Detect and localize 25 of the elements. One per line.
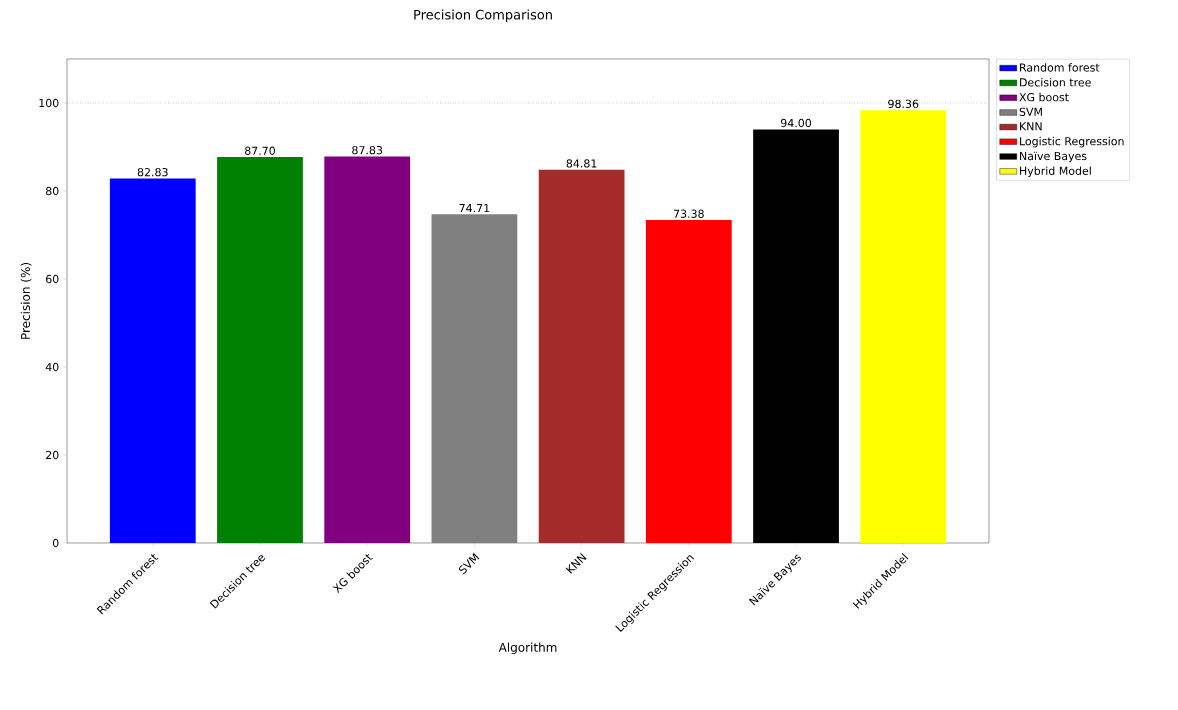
data-label: 74.71 [459, 204, 490, 213]
legend-label: XG boost [1019, 92, 1069, 102]
data-label: 73.38 [673, 209, 704, 218]
legend-label: Random forest [1020, 63, 1100, 72]
y-tick-label: 80 [45, 186, 59, 196]
legend-label: Naïve Bayes [1020, 151, 1087, 163]
y-tick-label: 60 [46, 274, 59, 284]
y-tick-label: 100 [39, 98, 59, 108]
y-tick-label: 20 [46, 450, 59, 460]
legend-label: KNN [1020, 122, 1042, 131]
legend-label: SVM [1019, 107, 1042, 116]
y-axis-title: Precision (%) [20, 262, 32, 339]
data-label: 94.00 [780, 118, 812, 128]
y-tick-label: 40 [45, 362, 59, 372]
legend-label: Decision tree [1020, 78, 1091, 87]
data-label: 84.81 [566, 159, 597, 168]
y-tick-label: 0 [52, 538, 59, 548]
x-axis-title: Algorithm [498, 642, 557, 655]
data-label: 87.83 [352, 146, 383, 155]
data-label: 82.83 [137, 168, 168, 177]
data-label: 87.70 [244, 146, 275, 155]
data-label: 98.36 [888, 99, 919, 108]
legend-label: Hybrid Model [1020, 166, 1091, 178]
chart-title: Precision Comparison [414, 9, 552, 23]
legend-label: Logistic Regression [1020, 136, 1124, 148]
